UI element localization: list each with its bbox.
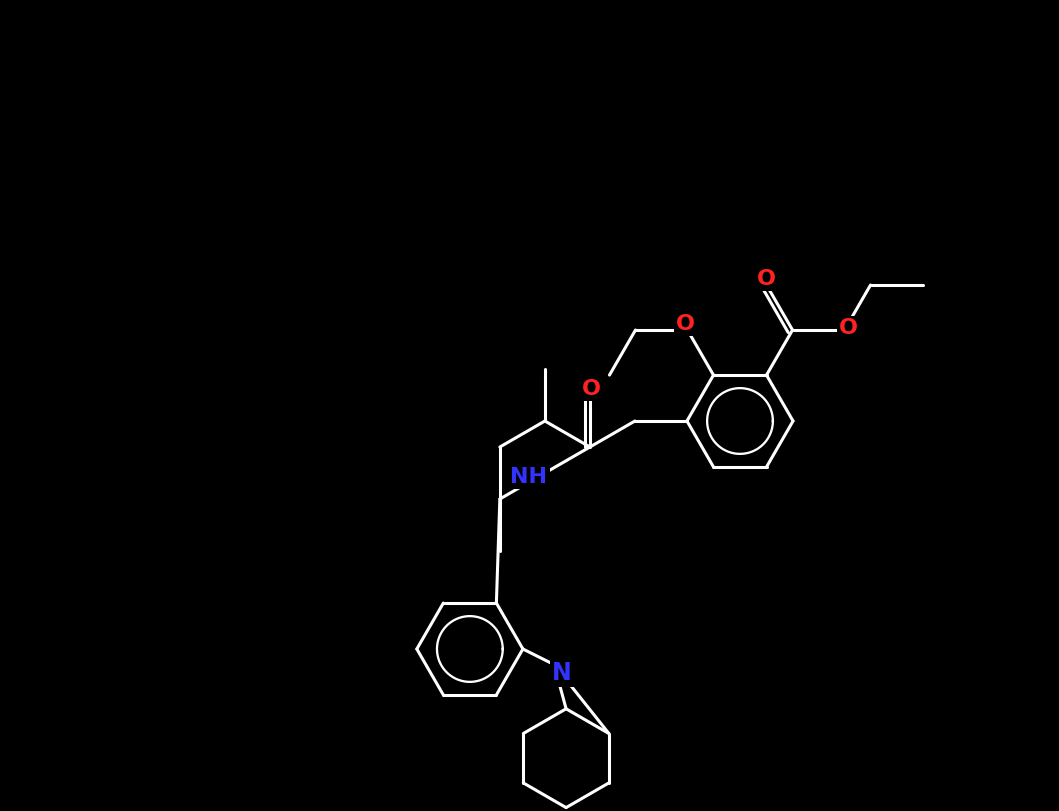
Text: O: O xyxy=(757,269,776,289)
Text: O: O xyxy=(581,379,600,399)
Text: O: O xyxy=(839,318,858,338)
Text: O: O xyxy=(676,314,695,334)
Text: NH: NH xyxy=(510,467,548,487)
Text: N: N xyxy=(552,661,572,684)
